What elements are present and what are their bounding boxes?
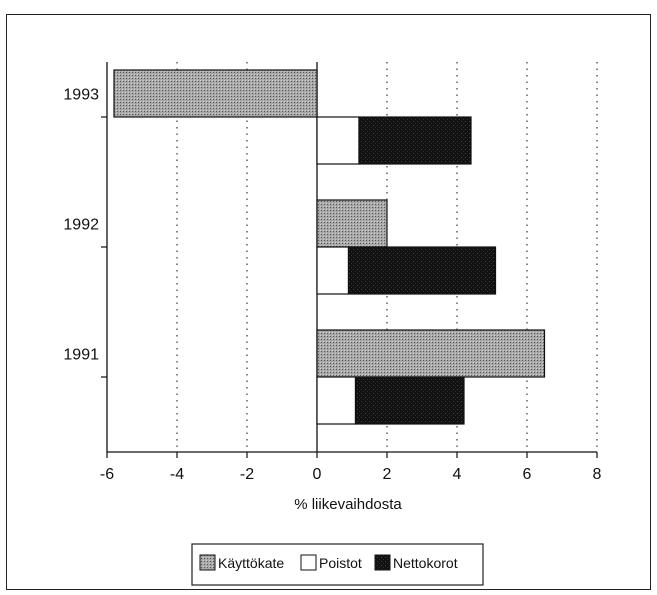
bar-nettokorot-1992 xyxy=(347,246,497,295)
bar-kayttokate-1991 xyxy=(316,329,546,378)
x-tick-label: 6 xyxy=(523,466,532,483)
x-tick-label: -2 xyxy=(240,466,254,483)
bar-nettokorot-1991 xyxy=(354,376,465,425)
legend-swatch-poistot xyxy=(300,554,317,571)
x-tick-label: -4 xyxy=(170,466,184,483)
x-axis-ticks: -6 -4 -2 0 2 4 6 8 xyxy=(100,452,602,483)
x-tick-label: 2 xyxy=(383,466,392,483)
bar-kayttokate-1992 xyxy=(316,199,388,248)
legend-label-kayttokate: Käyttökate xyxy=(218,555,284,571)
bar-poistot-1991 xyxy=(316,376,357,425)
legend-box xyxy=(191,543,484,586)
x-tick-label: -6 xyxy=(100,466,114,483)
y-category-label: 1993 xyxy=(63,87,99,104)
bar-kayttokate-1993 xyxy=(113,69,318,118)
x-axis-title: % liikevaihdosta xyxy=(294,496,402,513)
x-tick-label: 8 xyxy=(593,466,602,483)
bar-poistot-1992 xyxy=(316,246,350,295)
y-category-label: 1991 xyxy=(63,347,99,364)
legend-swatch-nettokorot xyxy=(374,554,391,571)
legend: Käyttökate Poistot Nettokorot xyxy=(191,543,484,586)
bar-nettokorot-1993 xyxy=(358,116,472,165)
y-axis-categories: 1993 1992 1991 xyxy=(63,87,107,378)
bars xyxy=(113,69,546,425)
legend-label-nettokorot: Nettokorot xyxy=(393,555,458,571)
legend-label-poistot: Poistot xyxy=(319,555,362,571)
x-tick-label: 0 xyxy=(313,466,322,483)
chart-frame xyxy=(6,14,651,590)
x-tick-label: 4 xyxy=(453,466,462,483)
legend-swatch-kayttokate xyxy=(199,554,216,571)
y-category-label: 1992 xyxy=(63,217,99,234)
bar-poistot-1993 xyxy=(316,116,360,165)
